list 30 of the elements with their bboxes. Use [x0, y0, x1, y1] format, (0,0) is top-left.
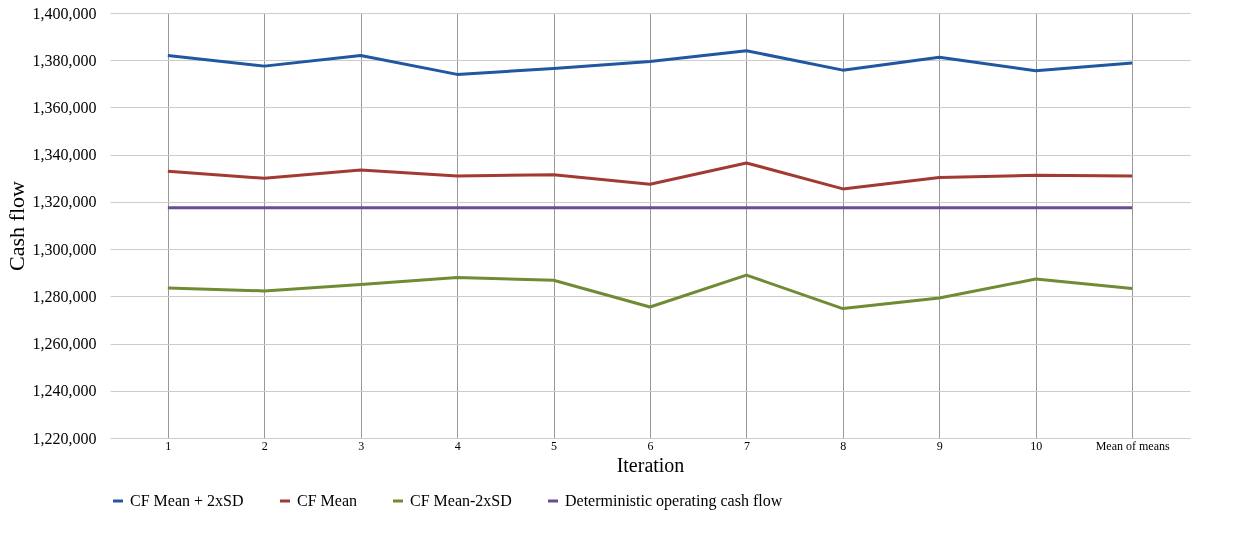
y-tick-label: 1,240,000 [32, 382, 97, 400]
x-tick-label: 3 [358, 438, 365, 453]
x-tick-label: 5 [551, 438, 558, 453]
x-tick-label: 1 [165, 438, 172, 453]
y-tick-label: 1,340,000 [32, 146, 97, 164]
x-tick-label: 2 [261, 438, 268, 453]
y-tick-label: 1,300,000 [32, 240, 97, 258]
line-series [166, 161, 1134, 191]
x-tick-label: Mean of means [1095, 438, 1170, 453]
y-tick-label: 1,280,000 [32, 287, 97, 305]
legend-label: CF Mean [297, 492, 357, 509]
y-tick-label: 1,320,000 [32, 193, 97, 211]
y-tick-label: 1,220,000 [32, 429, 97, 447]
y-tick-label: 1,380,000 [32, 51, 97, 69]
x-tick-label: 9 [936, 438, 943, 453]
x-tick-label: 8 [840, 438, 847, 453]
legend-label: Deterministic operating cash flow [565, 492, 783, 510]
x-tick-label: 6 [647, 438, 654, 453]
line-series [166, 273, 1134, 311]
y-tick-label: 1,400,000 [32, 4, 97, 22]
legend-label: CF Mean + 2xSD [130, 492, 244, 509]
y-tick-label: 1,260,000 [32, 335, 97, 353]
y-tick-label: 1,360,000 [32, 98, 97, 116]
line-series [166, 49, 1134, 76]
x-axis-title: Iteration [616, 453, 685, 476]
y-axis-title: Cash flow [3, 180, 29, 271]
x-tick-label: 10 [1030, 438, 1043, 453]
legend-label: CF Mean-2xSD [410, 492, 512, 509]
x-tick-label: 4 [454, 438, 461, 453]
x-tick-label: 7 [743, 438, 750, 453]
